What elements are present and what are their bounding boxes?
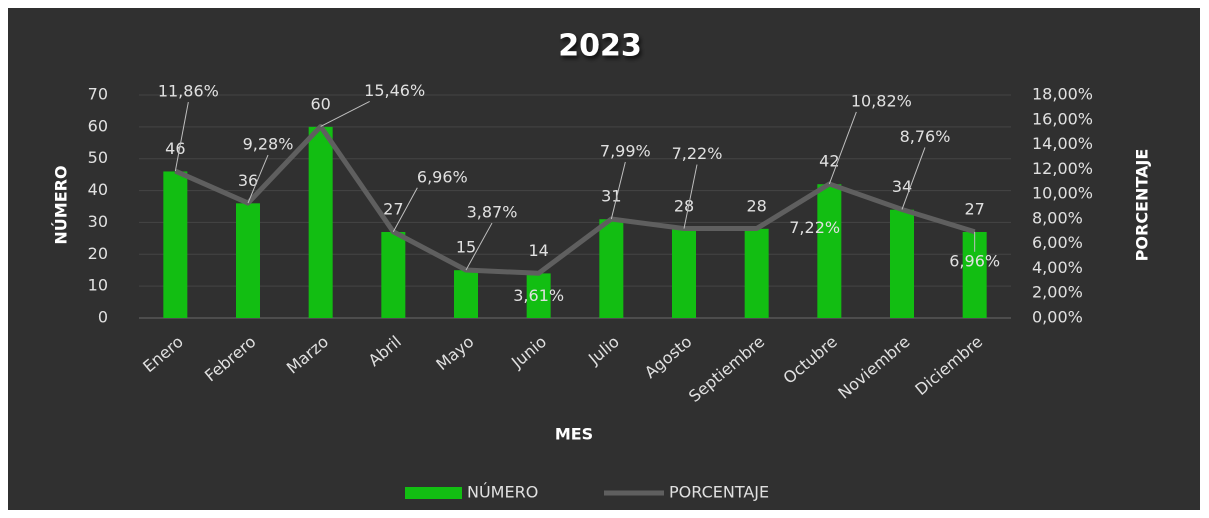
- leader-line: [901, 147, 926, 210]
- bar-value-label: 42: [819, 152, 839, 171]
- line-value-label: 9,28%: [243, 135, 294, 154]
- bar: [381, 231, 406, 318]
- bar-value-label: 28: [746, 196, 766, 215]
- y-tick-label: 50: [88, 148, 108, 167]
- leader-line: [174, 101, 189, 172]
- bar-value-label: 27: [964, 199, 984, 218]
- y2-axis-title: PORCENTAJE: [1133, 149, 1152, 262]
- leader-line: [320, 101, 370, 127]
- line-value-label: 7,22%: [672, 144, 723, 163]
- bar-value-label: 46: [165, 139, 185, 158]
- bar-value-label: 27: [383, 199, 403, 218]
- bar: [308, 126, 333, 318]
- y-tick-label: 40: [88, 180, 108, 199]
- y-tick-label: 10: [88, 276, 108, 295]
- y2-tick-label: 8,00%: [1032, 208, 1083, 227]
- legend-label: PORCENTAJE: [669, 483, 769, 502]
- y-axis-title: NÚMERO: [52, 165, 71, 244]
- line-value-label: 11,86%: [158, 82, 219, 101]
- chart-title: 2023: [558, 29, 642, 64]
- legend-swatch: [405, 487, 462, 499]
- y-tick-label: 0: [98, 308, 108, 327]
- x-axis-title: MES: [555, 425, 593, 444]
- leader-line: [392, 187, 418, 233]
- legend-label: NÚMERO: [467, 483, 538, 502]
- line: [174, 123, 976, 276]
- y-tick-label: 20: [88, 244, 108, 263]
- leader-line: [610, 161, 626, 220]
- line-value-label: 6,96%: [949, 251, 1000, 270]
- line-value-label: 3,87%: [467, 203, 518, 222]
- bar: [163, 171, 188, 318]
- y2-tick-label: 0,00%: [1032, 308, 1083, 327]
- y-tick-label: 70: [88, 85, 108, 104]
- bar-value-label: 60: [310, 94, 330, 113]
- line-value-label: 8,76%: [900, 127, 951, 146]
- y2-tick-label: 12,00%: [1032, 159, 1093, 178]
- leader-line: [683, 164, 698, 229]
- bar-value-label: 34: [892, 177, 912, 196]
- bar: [672, 228, 696, 318]
- y2-tick-label: 2,00%: [1032, 283, 1083, 302]
- y2-tick-label: 16,00%: [1032, 109, 1093, 128]
- y2-tick-label: 6,00%: [1032, 233, 1083, 252]
- y2-tick-label: 14,00%: [1032, 134, 1093, 153]
- line-value-label: 6,96%: [417, 167, 468, 186]
- bar: [236, 203, 260, 318]
- bar-value-label: 14: [528, 241, 548, 260]
- y2-tick-label: 4,00%: [1032, 258, 1083, 277]
- line-value-label: 3,61%: [513, 286, 564, 305]
- leader-line: [247, 154, 269, 204]
- bar-value-label: 28: [674, 196, 694, 215]
- bar: [599, 219, 624, 318]
- line-value-label: 7,99%: [600, 142, 651, 161]
- y2-tick-label: 10,00%: [1032, 184, 1093, 203]
- bar: [817, 184, 842, 318]
- leader-line: [828, 111, 857, 185]
- bar: [454, 270, 478, 318]
- bar: [744, 228, 769, 318]
- line-value-label: 15,46%: [364, 81, 425, 100]
- bar-value-label: 31: [601, 187, 621, 206]
- y2-tick-label: 18,00%: [1032, 85, 1093, 104]
- leader-line: [465, 222, 493, 271]
- y-tick-label: 30: [88, 212, 108, 231]
- bar-value-label: 36: [238, 171, 258, 190]
- line-value-label: 10,82%: [851, 91, 912, 110]
- y-tick-label: 60: [88, 116, 108, 135]
- bar: [526, 273, 551, 318]
- bar: [890, 209, 914, 318]
- line-value-label: 7,22%: [789, 218, 840, 237]
- bar-value-label: 15: [456, 238, 476, 257]
